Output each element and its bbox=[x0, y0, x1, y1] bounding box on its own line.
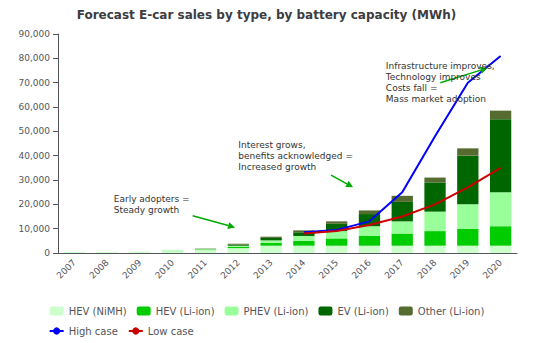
svg-text:2017: 2017 bbox=[383, 257, 406, 280]
svg-text:2014: 2014 bbox=[284, 257, 307, 280]
svg-text:Early adopters =: Early adopters = bbox=[114, 194, 190, 204]
svg-text:80,000: 80,000 bbox=[19, 53, 51, 63]
svg-text:Increased growth: Increased growth bbox=[238, 162, 316, 172]
svg-text:benefits acknowledged =: benefits acknowledged = bbox=[238, 151, 353, 161]
svg-text:2007: 2007 bbox=[55, 257, 78, 280]
svg-text:2015: 2015 bbox=[317, 257, 340, 280]
svg-text:10,000: 10,000 bbox=[19, 224, 51, 234]
svg-text:2013: 2013 bbox=[251, 257, 274, 280]
svg-text:HEV (NiMH): HEV (NiMH) bbox=[69, 306, 127, 317]
svg-text:PHEV (Li-ion): PHEV (Li-ion) bbox=[244, 306, 309, 317]
svg-text:2019: 2019 bbox=[448, 257, 471, 280]
svg-text:Technology improves: Technology improves bbox=[385, 72, 481, 82]
svg-text:High case: High case bbox=[69, 326, 118, 337]
svg-text:HEV (Li-ion): HEV (Li-ion) bbox=[156, 306, 215, 317]
svg-text:2020: 2020 bbox=[481, 257, 504, 280]
svg-text:30,000: 30,000 bbox=[19, 175, 51, 185]
svg-text:50,000: 50,000 bbox=[19, 126, 51, 136]
svg-text:2012: 2012 bbox=[219, 257, 242, 280]
svg-text:Costs fall =: Costs fall = bbox=[386, 83, 438, 93]
svg-text:2009: 2009 bbox=[120, 257, 143, 280]
svg-text:EV (Li-ion): EV (Li-ion) bbox=[337, 306, 388, 317]
svg-text:2010: 2010 bbox=[153, 257, 176, 280]
svg-text:60,000: 60,000 bbox=[19, 102, 51, 112]
svg-text:Low case: Low case bbox=[148, 326, 194, 337]
svg-text:20,000: 20,000 bbox=[19, 199, 51, 209]
svg-text:Forecast E-car sales by type,: Forecast E-car sales by type, by battery… bbox=[77, 8, 457, 22]
svg-text:2008: 2008 bbox=[87, 257, 110, 280]
svg-text:0: 0 bbox=[44, 248, 50, 258]
svg-text:70,000: 70,000 bbox=[19, 78, 51, 88]
svg-text:Infrastructure improves,: Infrastructure improves, bbox=[386, 61, 495, 71]
svg-text:40,000: 40,000 bbox=[19, 151, 51, 161]
svg-text:90,000: 90,000 bbox=[19, 29, 51, 39]
svg-text:Steady growth: Steady growth bbox=[114, 205, 180, 215]
svg-text:Mass market adoption: Mass market adoption bbox=[386, 94, 486, 104]
svg-text:Other (Li-ion): Other (Li-ion) bbox=[418, 306, 485, 317]
svg-text:2016: 2016 bbox=[350, 257, 373, 280]
svg-text:2018: 2018 bbox=[415, 257, 438, 280]
svg-text:Interest grows,: Interest grows, bbox=[238, 140, 305, 150]
svg-text:2011: 2011 bbox=[186, 257, 209, 280]
